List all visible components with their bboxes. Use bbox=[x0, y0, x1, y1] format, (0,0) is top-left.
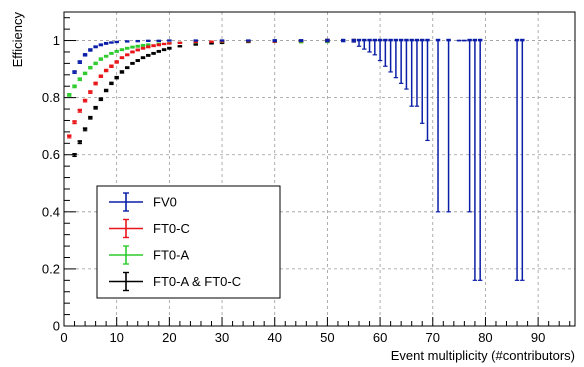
x-tick-label: 50 bbox=[320, 330, 334, 345]
x-tick-label: 80 bbox=[478, 330, 492, 345]
y-tick-label: 0.2 bbox=[42, 261, 60, 276]
y-tick-label: 0.6 bbox=[42, 147, 60, 162]
series-ft0-c bbox=[67, 38, 356, 139]
x-tick-label: 40 bbox=[267, 330, 281, 345]
x-tick-label: 10 bbox=[109, 330, 123, 345]
legend-item: FT0-C bbox=[109, 218, 190, 239]
y-tick-label: 0.4 bbox=[42, 204, 60, 219]
legend-label: FT0-A bbox=[153, 248, 189, 263]
data-series bbox=[67, 38, 525, 281]
x-tick-label: 70 bbox=[426, 330, 440, 345]
x-tick-label: 60 bbox=[373, 330, 387, 345]
axis-ticks: 0 10 20 30 40 50 60 70 80 90 0 0.2 0.4 0.6 0.8 1 bbox=[42, 17, 571, 345]
x-tick-label: 90 bbox=[531, 330, 545, 345]
y-tick-label: 1 bbox=[53, 33, 60, 48]
series-fv0 bbox=[72, 38, 525, 281]
legend-item: FT0-A bbox=[109, 245, 189, 265]
plot-frame bbox=[63, 11, 576, 327]
y-axis-title: Efficiency bbox=[10, 12, 25, 68]
legend-label: FT0-C bbox=[153, 221, 190, 236]
legend-label: FT0-A & FT0-C bbox=[153, 274, 241, 289]
y-tick-label: 0 bbox=[53, 319, 60, 334]
legend: FV0 FT0-C FT0-A FT0-A & FT0-C bbox=[96, 185, 281, 299]
x-axis-title: Event multiplicity (#contributors) bbox=[391, 348, 575, 363]
legend-label: FV0 bbox=[153, 195, 177, 210]
series-ft0-a-ft0-c bbox=[72, 38, 330, 158]
x-tick-label: 0 bbox=[60, 330, 67, 345]
legend-item: FV0 bbox=[109, 192, 177, 212]
y-tick-label: 0.8 bbox=[42, 90, 60, 105]
axes bbox=[63, 11, 576, 327]
legend-box bbox=[96, 185, 281, 299]
legend-items: FV0 FT0-C FT0-A FT0-A & FT0-C bbox=[109, 192, 241, 292]
x-tick-label: 20 bbox=[162, 330, 176, 345]
legend-item: FT0-A & FT0-C bbox=[109, 271, 241, 292]
x-tick-label: 30 bbox=[215, 330, 229, 345]
